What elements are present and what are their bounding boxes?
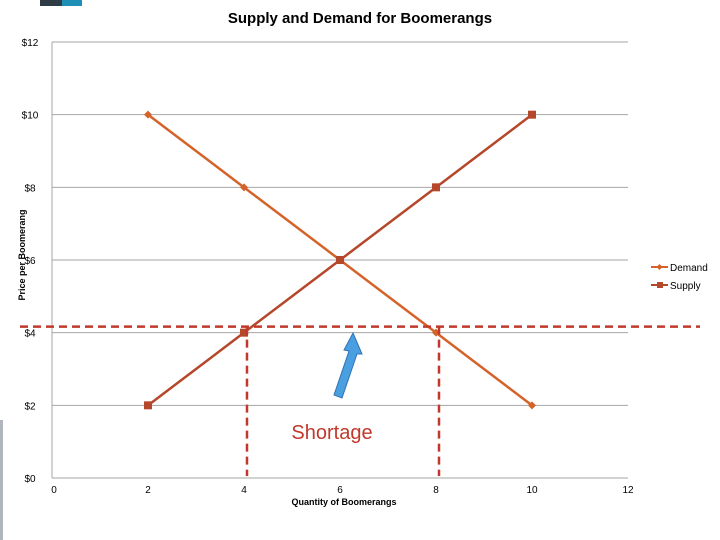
y-tick-label: $12: [22, 38, 39, 49]
y-tick-label: $0: [24, 474, 36, 485]
shortage-label: Shortage: [291, 422, 372, 444]
supply-point: [336, 256, 344, 264]
slide-left-accent: [0, 420, 3, 540]
demand-point: [528, 401, 536, 410]
legend: Demand Supply: [651, 263, 708, 292]
x-axis-label: Quantity of Boomerangs: [291, 497, 396, 507]
demand-point: [144, 110, 152, 119]
legend-demand-label: Demand: [670, 263, 708, 274]
header-accent-dark: [40, 0, 62, 6]
x-tick-label: 12: [622, 485, 634, 496]
x-tick-label: 8: [433, 485, 439, 496]
y-tick-label: $10: [22, 111, 39, 122]
legend-demand-marker: [656, 264, 663, 270]
legend-supply-marker: [657, 282, 663, 288]
legend-supply-label: Supply: [670, 281, 701, 292]
tick-labels: $0 $2 $4 $6 $8 $10 $12 0 2 4 6 8 10 12: [22, 38, 634, 496]
supply-point: [240, 328, 248, 337]
x-tick-label: 10: [526, 485, 538, 496]
supply-point: [432, 183, 440, 192]
x-tick-label: 4: [241, 485, 247, 496]
annotation-group: Shortage: [20, 325, 700, 476]
demand-point: [240, 183, 248, 192]
y-tick-label: $6: [24, 256, 36, 267]
y-tick-label: $4: [24, 329, 36, 340]
y-axis-label: Price per Boomerang: [17, 209, 27, 300]
x-tick-label: 0: [51, 485, 57, 496]
supply-point: [144, 401, 152, 410]
x-tick-label: 6: [337, 485, 343, 496]
supply-point: [528, 110, 536, 119]
chart-title: Supply and Demand for Boomerangs: [227, 10, 493, 27]
shortage-arrow: [333, 331, 363, 399]
x-tick-label: 2: [145, 485, 151, 496]
header-accent-teal: [62, 0, 82, 6]
y-tick-label: $2: [24, 401, 36, 412]
y-tick-label: $8: [24, 183, 36, 194]
